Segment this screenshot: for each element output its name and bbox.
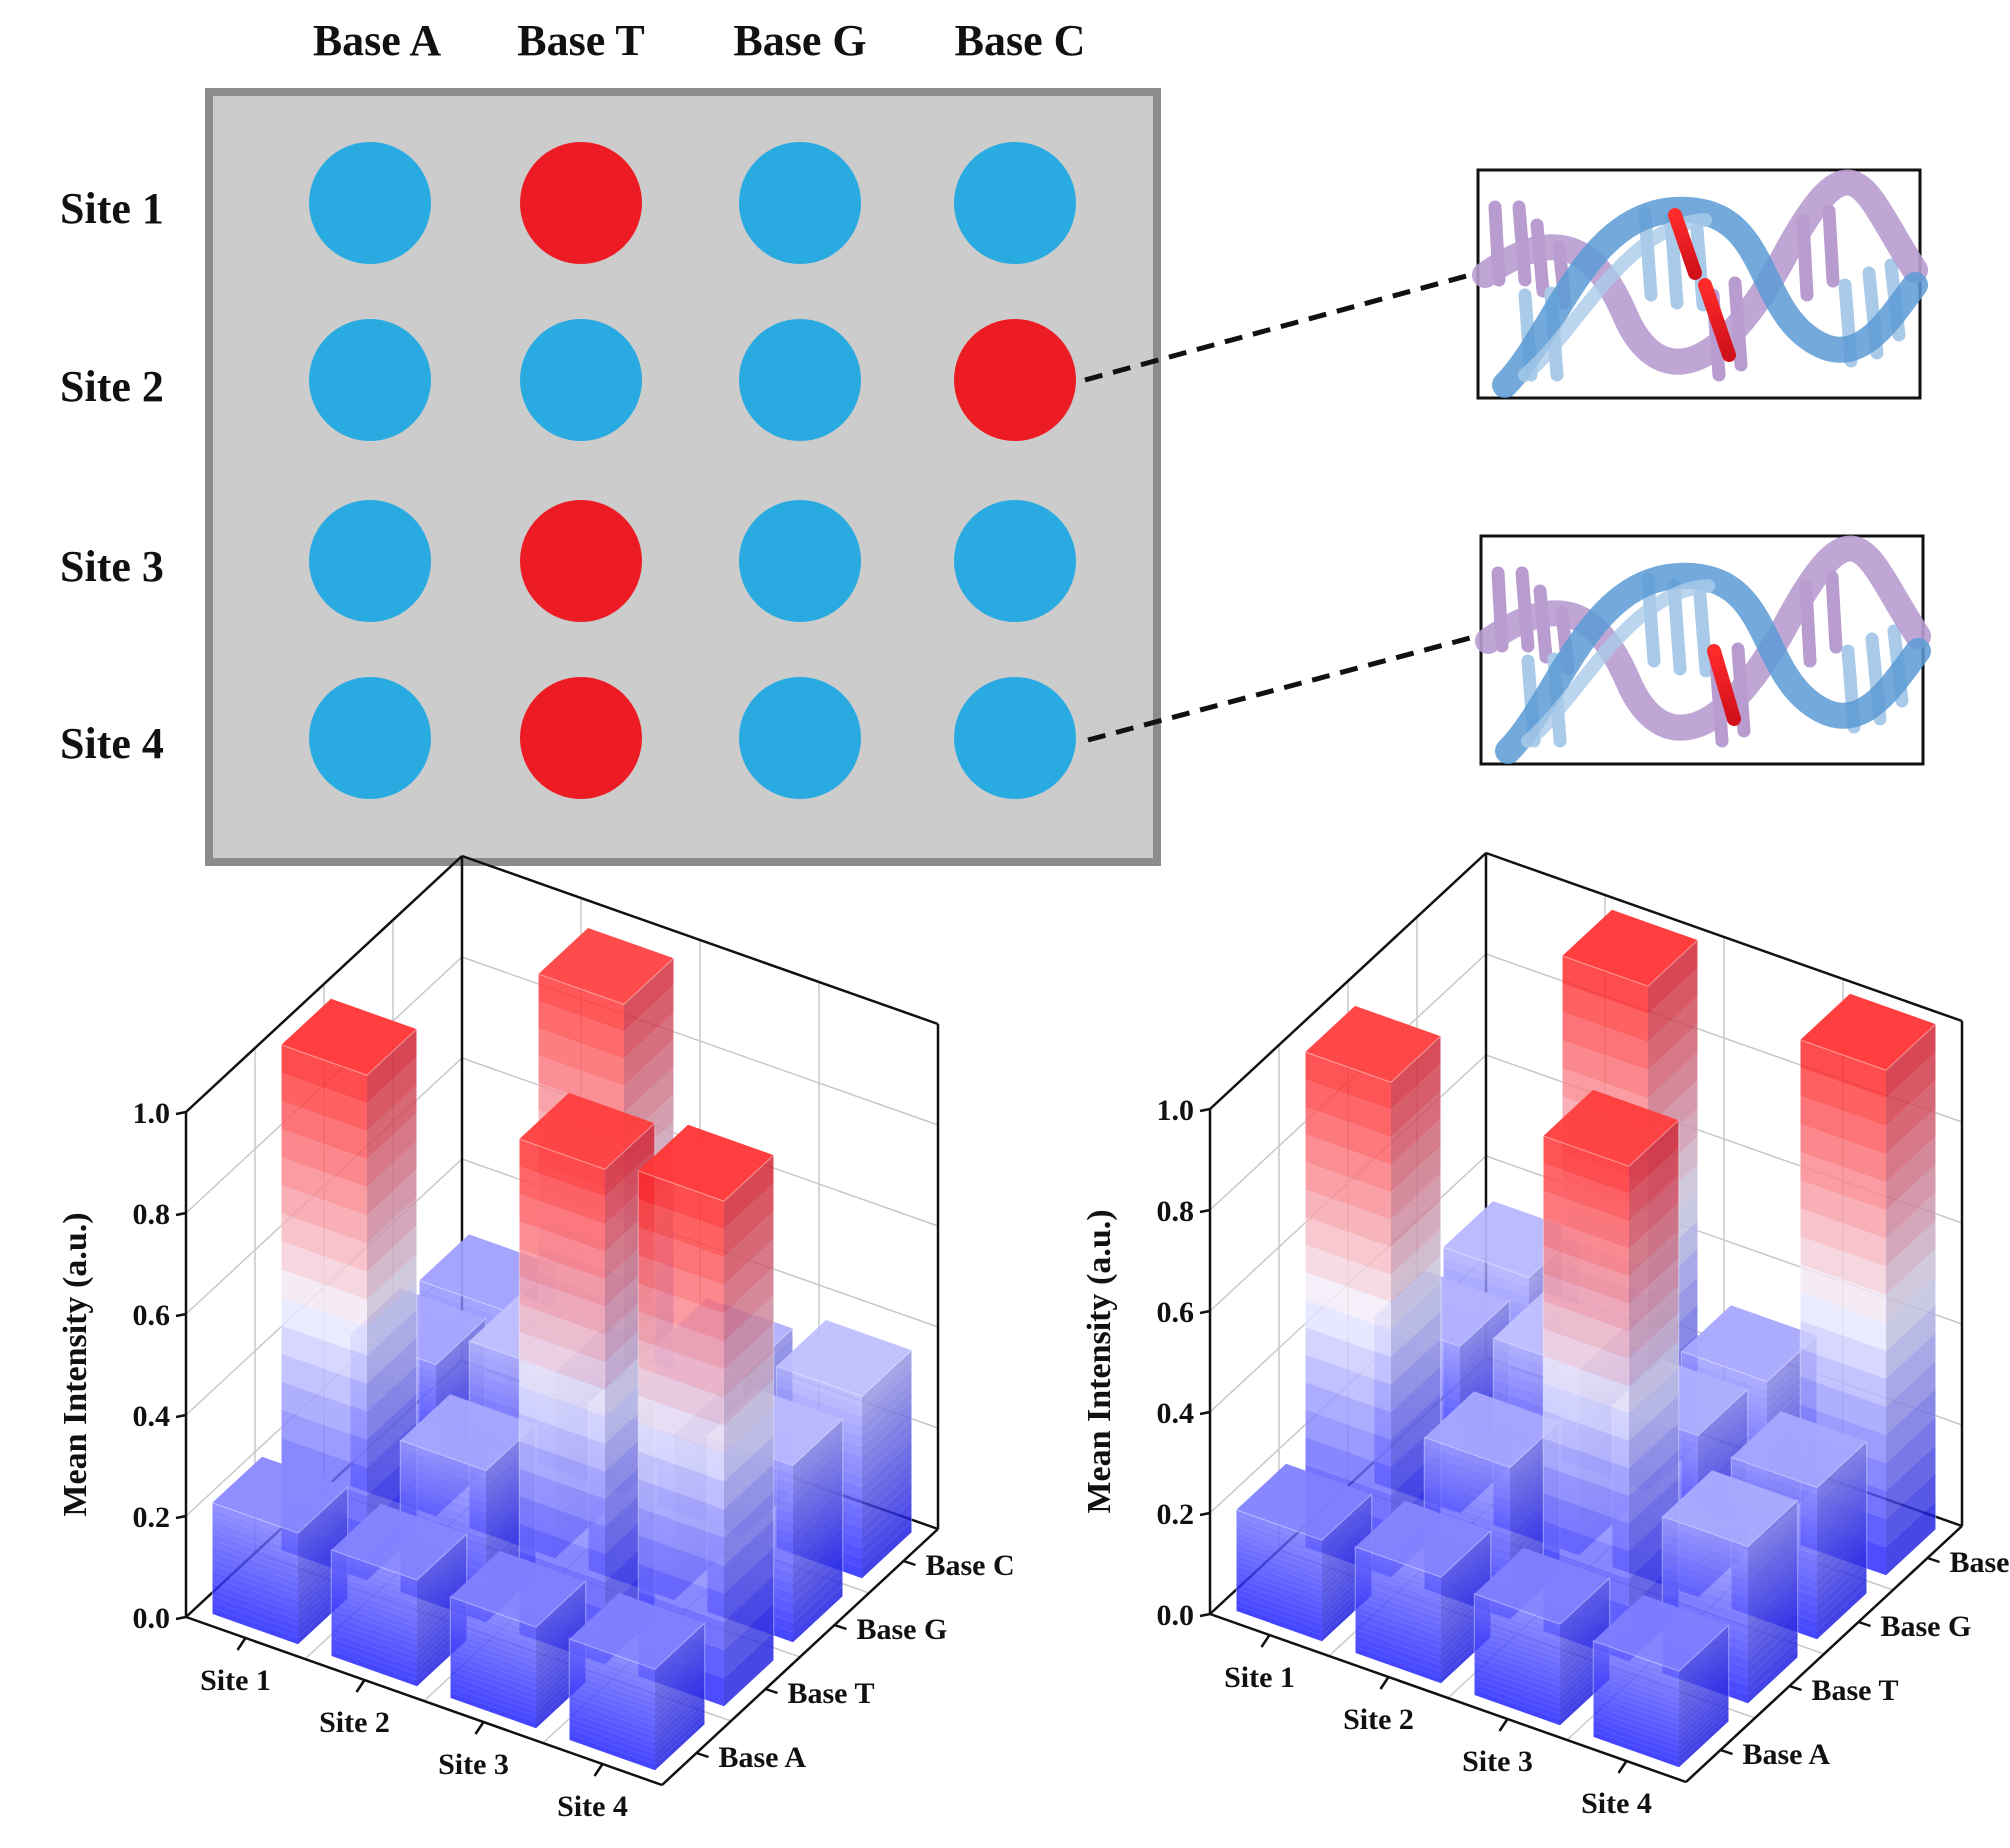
base-header-row: Base A Base T Base G Base C [313,16,1086,65]
y-tick-label: Base T [788,1677,875,1710]
z-tick [1200,1513,1210,1515]
site-label-1: Site 1 [60,184,164,233]
y-tick [1721,1750,1733,1754]
y-tick-label: Base A [1743,1738,1831,1771]
x-tick [1381,1677,1389,1689]
y-axis-title: Mean Intensity (a.u.) [57,1212,94,1516]
bar-site-2-base-a [331,1504,466,1686]
x-tick-label: Site 3 [1462,1745,1533,1778]
z-tick [176,1516,186,1518]
y-tick [766,1689,778,1693]
spot-blue-r2-c3 [739,319,861,441]
z-tick-label: 0.4 [133,1400,171,1433]
bar-site-1-base-a [212,1457,347,1645]
spot-blue-r4-c3 [739,677,861,799]
y-tick-label: Base G [857,1613,948,1646]
bar-chart-right: 0.0 0.2 0.4 0.6 0.8 1.0 Mean Intensity (a.u.) S… [1081,853,2010,1820]
dna-callout-2 [1088,536,1923,764]
base-label-t: Base T [517,16,645,65]
y-tick-label: Base A [719,1741,807,1774]
y-tick [1859,1622,1871,1626]
bar-site-2-base-a [1355,1501,1490,1683]
bar-chart-left: 0.0 0.2 0.4 0.6 0.8 1.0 Mean Intensity (a.u.) S… [57,856,1015,1823]
x-tick [357,1680,365,1692]
z-tick [176,1415,186,1417]
x-tick-label: Site 4 [557,1790,628,1823]
base-label-g: Base G [733,16,866,65]
y-tick [1790,1686,1802,1690]
x-tick-label: Site 2 [1343,1703,1414,1736]
y-tick-label: Base C [926,1549,1015,1582]
dna-base-pair [1832,577,1836,647]
z-tick-label: 0.2 [133,1501,171,1534]
z-tick-label: 0.8 [1157,1195,1195,1228]
z-tick-label: 1.0 [133,1097,171,1130]
z-tick [176,1213,186,1215]
spot-blue-r3-c1 [309,500,431,622]
z-tick [1200,1210,1210,1212]
spot-red-r4-c2 [520,677,642,799]
y-tick-label: Base G [1881,1610,1972,1643]
x-tick-label: Site 4 [1581,1787,1652,1820]
dna-callout-1 [1085,170,1920,398]
y-tick-label: Base C [1950,1546,2010,1579]
spot-red-r2-c4 [954,319,1076,441]
base-label-c: Base C [955,16,1086,65]
site-label-2: Site 2 [60,362,164,411]
z-tick-label: 0.0 [133,1602,171,1635]
bar-site-1-base-a [1236,1464,1371,1641]
base-label-a: Base A [313,16,442,65]
y-tick [835,1625,847,1629]
spot-array: Base A Base T Base G Base C Site 1 Site … [60,16,1157,862]
x-tick [1500,1719,1508,1731]
x-tick [1262,1635,1270,1647]
site-label-3: Site 3 [60,542,164,591]
z-tick-label: 0.8 [133,1198,171,1231]
spot-blue-r2-c1 [309,319,431,441]
z-tick [1200,1311,1210,1313]
z-tick-label: 0.4 [1157,1397,1195,1430]
x-tick-label: Site 1 [200,1664,271,1697]
z-tick-label: 0.6 [1157,1296,1195,1329]
x-tick [595,1764,603,1776]
dna-base-pair [1829,211,1833,281]
x-tick [238,1638,246,1650]
x-tick-label: Site 2 [319,1706,390,1739]
spot-blue-r2-c2 [520,319,642,441]
spot-blue-r1-c1 [309,142,431,264]
spot-red-r1-c2 [520,142,642,264]
spot-blue-r4-c4 [954,677,1076,799]
spot-blue-r3-c4 [954,500,1076,622]
x-tick [476,1722,484,1734]
spot-blue-r3-c3 [739,500,861,622]
z-tick [176,1617,186,1619]
spot-blue-r1-c4 [954,142,1076,264]
site-label-column: Site 1 Site 2 Site 3 Site 4 [60,184,164,768]
z-tick-label: 0.0 [1157,1599,1195,1632]
y-tick [697,1753,709,1757]
z-tick-label: 0.2 [1157,1498,1195,1531]
x-tick [1619,1761,1627,1773]
z-tick [1200,1412,1210,1414]
x-tick-label: Site 1 [1224,1661,1295,1694]
spot-red-r3-c2 [520,500,642,622]
x-tick-label: Site 3 [438,1748,509,1781]
y-tick-label: Base T [1812,1674,1899,1707]
z-tick [1200,1614,1210,1616]
dna-base-pair [1700,595,1706,671]
z-tick [1200,1109,1210,1111]
z-tick-label: 0.6 [133,1299,171,1332]
z-tick [176,1314,186,1316]
y-tick [904,1561,916,1565]
spot-blue-r1-c3 [739,142,861,264]
site-label-4: Site 4 [60,719,164,768]
spot-blue-r4-c1 [309,677,431,799]
z-tick-label: 1.0 [1157,1094,1195,1127]
y-axis-title: Mean Intensity (a.u.) [1081,1209,1118,1513]
y-tick [1928,1558,1940,1562]
z-tick [176,1112,186,1114]
